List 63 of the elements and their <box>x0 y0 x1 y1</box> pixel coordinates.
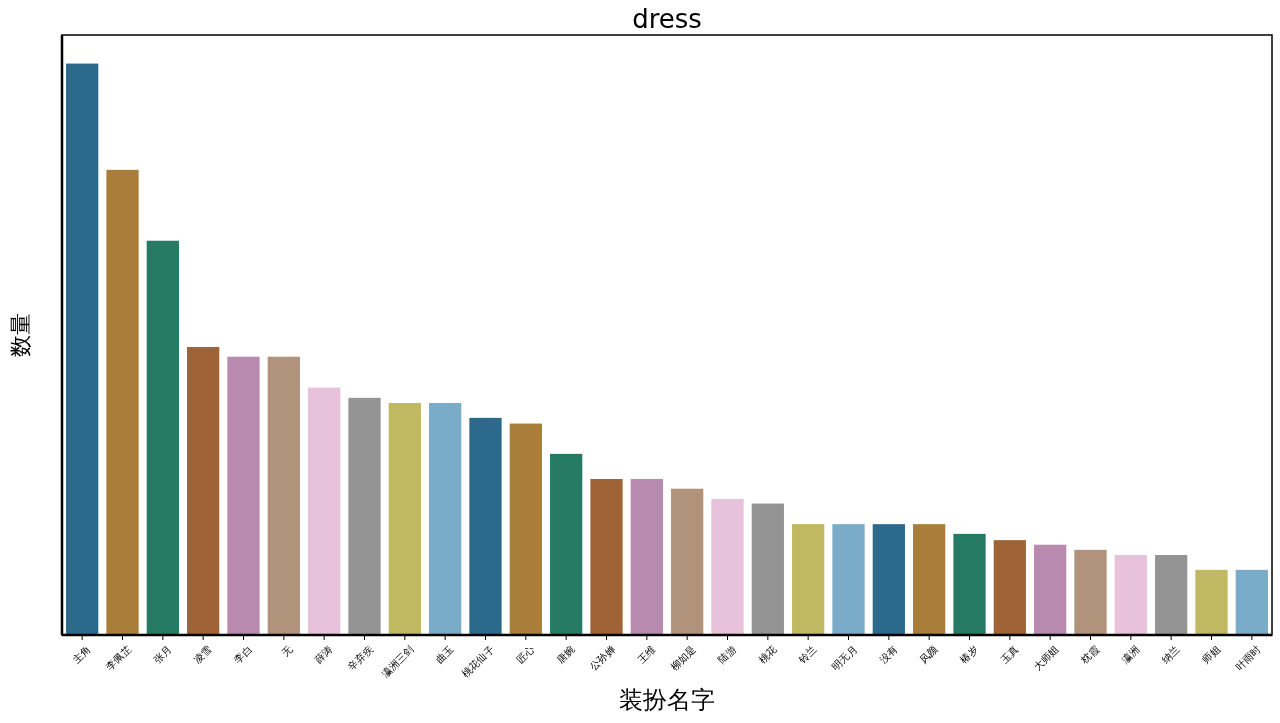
bar <box>1074 549 1107 635</box>
x-tick-label: 纳兰 <box>1159 643 1182 666</box>
bar <box>267 356 300 635</box>
x-tick-label: 椿岁 <box>958 643 981 666</box>
x-tick-label: 瀛洲三剑 <box>379 643 416 680</box>
bar <box>106 169 139 635</box>
bar <box>630 479 663 635</box>
x-tick-label: 风颜 <box>917 643 940 666</box>
bar <box>1235 569 1268 635</box>
x-tick-label: 师姐 <box>1200 643 1223 666</box>
x-tick-label: 李佩芷 <box>104 643 134 673</box>
bar <box>711 499 744 635</box>
bar <box>953 533 986 635</box>
bar <box>993 540 1026 635</box>
x-tick-label: 桃花仙子 <box>459 643 497 680</box>
x-tick-label: 曲玉 <box>433 643 456 666</box>
x-axis-title: 装扮名字 <box>619 686 715 714</box>
x-tick-label: 枕霞 <box>1078 643 1102 667</box>
bar <box>187 347 220 635</box>
bar <box>1034 544 1067 635</box>
bar <box>509 423 542 635</box>
x-tick-label: 凌雪 <box>191 643 214 666</box>
bar <box>429 403 462 635</box>
bar <box>792 524 825 635</box>
x-tick-label: 唐婉 <box>554 643 577 666</box>
x-tick-label: 玉真 <box>998 643 1021 666</box>
x-tick-label: 公孙婵 <box>588 643 618 673</box>
x-tick-label: 薛涛 <box>312 643 335 666</box>
x-tick-label: 主角 <box>70 643 93 666</box>
x-tick-label: 无 <box>279 643 295 659</box>
bar <box>146 240 179 635</box>
x-tick-label: 张月 <box>151 643 174 666</box>
x-tick-label: 陆游 <box>716 643 739 666</box>
x-tick-label: 大师姐 <box>1031 643 1061 673</box>
x-tick-label: 王维 <box>635 643 658 666</box>
chart-title: dress <box>632 4 702 34</box>
x-tick-label: 李白 <box>232 643 255 666</box>
bar <box>1195 569 1228 635</box>
bar <box>1114 555 1147 635</box>
bar <box>913 524 946 635</box>
bar <box>348 397 381 635</box>
x-tick-label: 没有 <box>877 643 900 666</box>
bar <box>308 387 341 635</box>
x-tick-label: 柳如是 <box>668 643 698 673</box>
bar <box>66 63 99 635</box>
bar <box>469 417 502 635</box>
bar <box>1155 555 1188 635</box>
bar <box>227 356 260 635</box>
y-axis-title: 数量 <box>8 313 33 357</box>
x-tick-label: 瀛洲 <box>1119 643 1142 666</box>
bar <box>388 403 421 635</box>
bar <box>590 479 623 635</box>
x-tick-label: 匠心 <box>514 643 537 666</box>
x-tick-label: 桃花 <box>756 643 779 666</box>
bar <box>751 503 784 635</box>
bar <box>832 524 865 635</box>
bar <box>550 453 583 635</box>
x-tick-label: 明无月 <box>830 643 860 673</box>
x-tick-label: 铃兰 <box>796 643 819 667</box>
bar <box>671 488 704 635</box>
bar <box>872 524 905 635</box>
x-tick-label: 叶雨时 <box>1233 643 1263 673</box>
x-tick-label: 辛弃疾 <box>346 643 376 673</box>
